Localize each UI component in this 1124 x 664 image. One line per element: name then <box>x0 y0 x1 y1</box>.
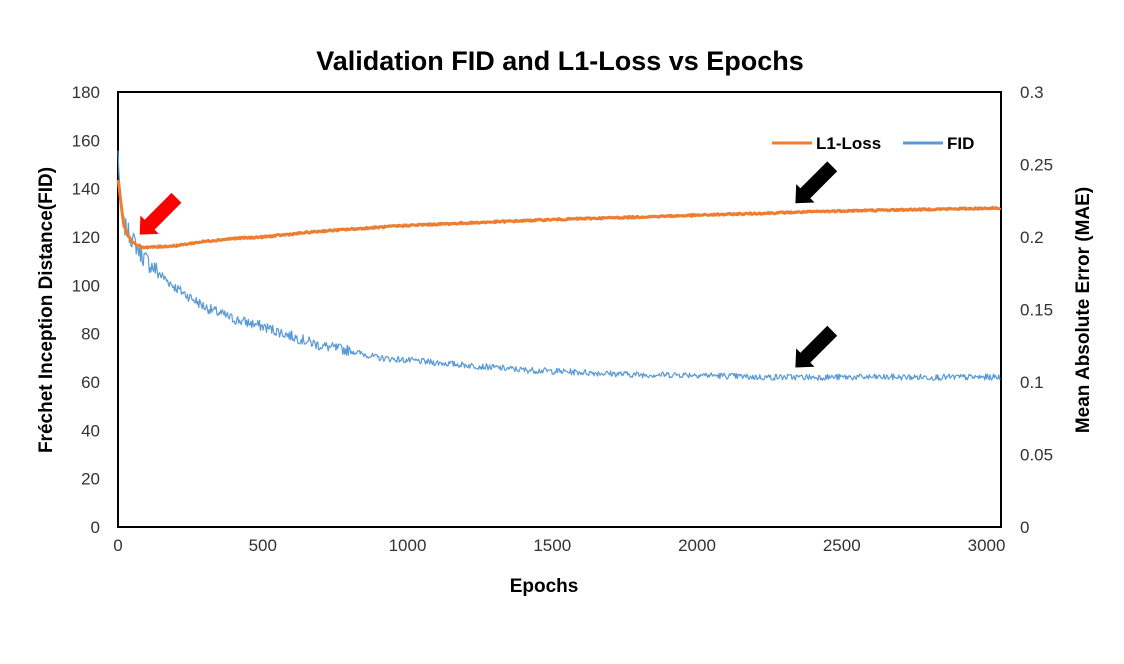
y-left-tick-label: 120 <box>72 228 100 247</box>
x-axis-ticks: 0 500 1000 1500 2000 2500 3000 <box>113 536 1005 555</box>
y-left-tick-label: 80 <box>81 325 100 344</box>
y-right-tick-label: 0.2 <box>1020 228 1044 247</box>
legend-label-fid: FID <box>947 134 974 153</box>
y-left-tick-label: 160 <box>72 131 100 150</box>
x-tick-label: 0 <box>113 536 122 555</box>
x-tick-label: 3000 <box>968 536 1006 555</box>
fid-series-line <box>117 150 1001 381</box>
y-left-tick-label: 140 <box>72 180 100 199</box>
y-right-tick-label: 0.3 <box>1020 83 1044 102</box>
x-tick-label: 1500 <box>533 536 571 555</box>
x-tick-label: 1000 <box>389 536 427 555</box>
y-left-tick-label: 180 <box>72 83 100 102</box>
y-axis-right-ticks: 0 0.05 0.1 0.15 0.2 0.25 0.3 <box>1020 83 1053 537</box>
black-arrow-fid-icon <box>795 325 838 368</box>
l1-loss-series-line <box>116 179 1002 250</box>
y-right-tick-label: 0.25 <box>1020 156 1053 175</box>
legend-label-l1-loss: L1-Loss <box>816 134 881 153</box>
y-axis-left-ticks: 0 20 40 60 80 100 120 140 160 180 <box>72 83 100 537</box>
y-axis-right-title: Mean Absolute Error (MAE) <box>1073 187 1094 433</box>
y-axis-left-title: Fréchet Inception Distance(FID) <box>36 167 57 453</box>
y-left-tick-label: 60 <box>81 373 100 392</box>
x-tick-label: 2500 <box>823 536 861 555</box>
x-tick-label: 2000 <box>678 536 716 555</box>
y-left-tick-label: 100 <box>72 276 100 295</box>
y-left-tick-label: 40 <box>81 421 100 440</box>
y-right-tick-label: 0.1 <box>1020 373 1044 392</box>
y-right-tick-label: 0.15 <box>1020 301 1053 320</box>
y-left-tick-label: 20 <box>81 470 100 489</box>
y-right-tick-label: 0.05 <box>1020 446 1053 465</box>
plot-area <box>117 91 1002 528</box>
x-axis-title: Epochs <box>510 576 579 597</box>
y-left-tick-label: 0 <box>91 518 100 537</box>
annotation-arrows <box>139 161 838 368</box>
black-arrow-l1-icon <box>795 161 838 204</box>
x-tick-label: 500 <box>249 536 277 555</box>
chart-title: Validation FID and L1-Loss vs Epochs <box>316 46 804 76</box>
red-arrow-icon <box>139 192 182 235</box>
series-lines <box>116 150 1002 381</box>
legend: L1-Loss FID <box>772 134 974 153</box>
y-right-tick-label: 0 <box>1020 518 1029 537</box>
